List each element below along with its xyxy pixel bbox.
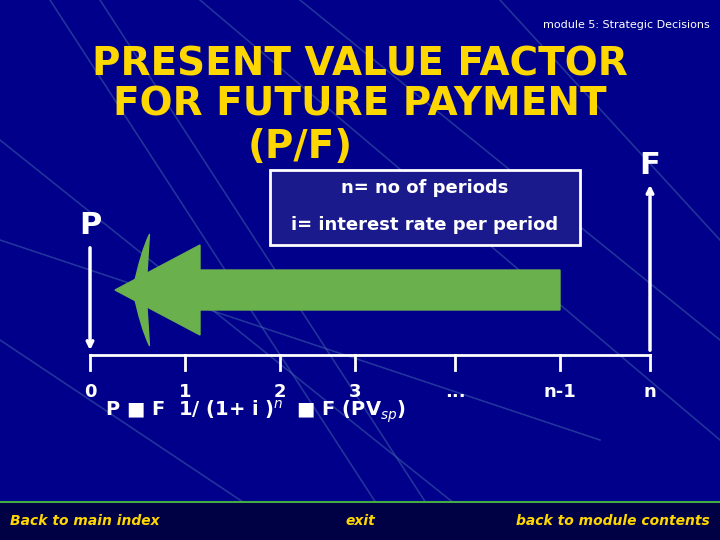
Text: 1: 1 <box>179 383 192 401</box>
Polygon shape <box>115 245 560 335</box>
Text: P: P <box>79 211 101 240</box>
Text: 3: 3 <box>348 383 361 401</box>
FancyBboxPatch shape <box>0 502 720 540</box>
Text: (P/F): (P/F) <box>248 128 353 166</box>
Text: n= no of periods: n= no of periods <box>341 179 509 197</box>
Text: n: n <box>644 383 657 401</box>
Text: PRESENT VALUE FACTOR: PRESENT VALUE FACTOR <box>92 46 628 84</box>
Text: F: F <box>639 151 660 179</box>
Text: back to module contents: back to module contents <box>516 514 710 528</box>
Text: i= interest rate per period: i= interest rate per period <box>292 216 559 234</box>
Text: Back to main index: Back to main index <box>10 514 160 528</box>
Text: 2: 2 <box>274 383 287 401</box>
Text: n-1: n-1 <box>544 383 577 401</box>
Text: P $\blacksquare$ F  1/ (1+ i )$^n$  $\blacksquare$ F (PV$_{sp}$): P $\blacksquare$ F 1/ (1+ i )$^n$ $\blac… <box>105 399 406 426</box>
Text: exit: exit <box>345 514 375 528</box>
Text: 0: 0 <box>84 383 96 401</box>
Text: ...: ... <box>445 383 465 401</box>
Text: FOR FUTURE PAYMENT: FOR FUTURE PAYMENT <box>113 86 607 124</box>
FancyBboxPatch shape <box>270 170 580 245</box>
Text: module 5: Strategic Decisions: module 5: Strategic Decisions <box>544 20 710 30</box>
